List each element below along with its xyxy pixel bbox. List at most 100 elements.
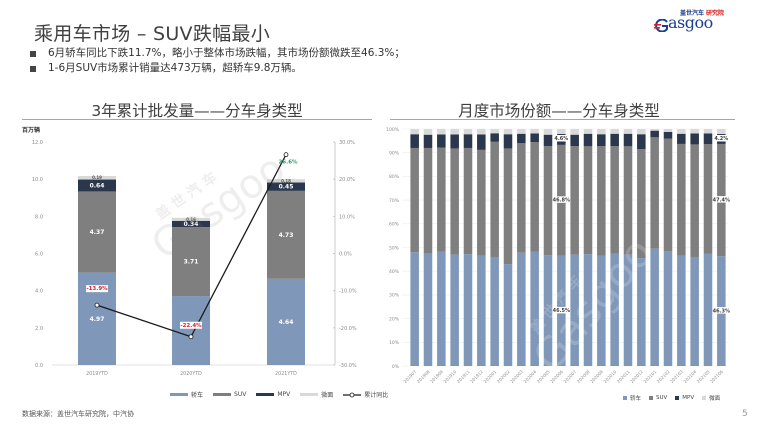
bar-segment-mpv: [490, 133, 499, 142]
bar-segment-crossover: [677, 129, 686, 134]
logo-institute-text: 研究院: [706, 10, 725, 17]
x-tick-label: 202010: [603, 369, 618, 384]
bar-segment-mpv: [437, 134, 446, 148]
bar-segment-suv: [583, 146, 593, 255]
bar-segment-mpv: [543, 134, 553, 147]
legend-item-crossover: 微面: [300, 390, 333, 399]
left-stacked-bar-chart: 0.0 2.0 4.0 6.0 8.0 10.0 12.0 -30.0% -20.0% -10.0…: [32, 140, 357, 377]
annotation-label-bg: [552, 196, 570, 203]
bar-segment-sedan: [503, 264, 513, 366]
logo-wordmark: asgoo: [668, 13, 713, 32]
secondary-y-tick-label: 0.0%: [339, 252, 352, 258]
bar-value-label: 4.64: [279, 319, 294, 326]
data-source-note: 数据来源：盖世汽车研究院，中汽协: [22, 410, 134, 418]
x-tick-label: 202011: [616, 369, 631, 384]
yoy-marker: [94, 302, 100, 308]
bar-segment-mpv: [597, 134, 606, 147]
x-tick-label: 202001: [483, 369, 498, 384]
y-tick-label: 70%: [389, 198, 400, 204]
annotation-label-bg: [552, 306, 570, 314]
bar-segment-sedan: [490, 256, 499, 366]
bar-segment-mpv: [570, 134, 579, 147]
bar-segment-suv: [597, 146, 606, 256]
y-tick-label: 40%: [389, 269, 400, 275]
bar-segment-suv: [463, 147, 473, 255]
bar-segment-suv: [172, 227, 210, 297]
x-tick-label: 201912: [469, 369, 484, 384]
right-chart-title: 月度市场份额——分车身类型: [458, 102, 660, 120]
bar-segment-crossover: [623, 129, 633, 134]
bar-segment-crossover: [557, 129, 566, 134]
x-tick-label: 202003: [509, 369, 524, 384]
legend-item-mpv: MPV: [256, 391, 290, 398]
bar-segment-crossover: [463, 129, 473, 135]
x-tick-label: 202004: [523, 369, 538, 384]
x-tick-label: 202104: [683, 369, 698, 384]
bar-segment-suv: [703, 144, 713, 254]
bar-segment-suv: [410, 147, 419, 253]
bar-value-label: 0.16: [186, 217, 196, 222]
bar-segment-suv: [650, 137, 659, 249]
x-tick-label: 201911: [456, 369, 471, 384]
bar-segment-sedan: [570, 254, 579, 366]
bar-segment-crossover: [423, 129, 433, 135]
bar-segment-mpv: [703, 133, 713, 145]
y-tick-label: 6.0: [35, 252, 43, 258]
bar-segment-crossover: [690, 129, 699, 134]
bar-segment-mpv: [677, 133, 686, 144]
page-title: 乘用车市场 – SUV跌幅最小: [34, 23, 271, 45]
bar-segment-mpv: [267, 182, 305, 191]
bar-value-label: 4.37: [90, 229, 105, 236]
y-tick-label: 20%: [389, 316, 400, 322]
bar-segment-crossover: [583, 129, 593, 134]
bar-segment-suv: [450, 148, 459, 255]
bar-segment-sedan: [650, 248, 659, 366]
bar-segment-sedan: [463, 254, 473, 366]
bar-segment-mpv: [477, 134, 486, 150]
bar-segment-sedan: [450, 254, 459, 366]
bar-segment-mpv: [610, 133, 619, 147]
logo-g-icon: [654, 17, 669, 33]
y-tick-label: 12.0: [32, 140, 43, 146]
bar-segment-sedan: [517, 252, 526, 366]
y-tick-label: 80%: [389, 174, 400, 180]
bar-segment-mpv: [423, 134, 433, 148]
legend-swatch-sedan: [170, 393, 188, 396]
bar-segment-sedan: [637, 258, 646, 366]
bar-value-label: 0.18: [281, 178, 291, 183]
y-tick-label: 100%: [386, 127, 400, 133]
bar-value-label: 0.19: [92, 175, 102, 180]
x-tick-label: 202106: [709, 369, 724, 384]
bar-segment-suv: [663, 138, 673, 252]
bar-segment-crossover: [570, 129, 579, 135]
bar-segment-suv: [610, 146, 619, 254]
secondary-y-tick-label: 20.0%: [339, 177, 355, 183]
bar-segment-sedan: [530, 251, 539, 366]
bar-value-label: 0.34: [184, 221, 199, 228]
bar-segment-sedan: [423, 253, 433, 366]
legend-label: SUV: [656, 395, 668, 401]
x-tick-label: 2021YTD: [275, 371, 297, 377]
bar-segment-mpv: [517, 133, 526, 144]
x-tick-label: 202009: [589, 369, 604, 384]
annotation-label: 46.3%: [713, 308, 730, 314]
bar-segment-mpv: [78, 179, 116, 192]
bar-value-label: 4.73: [279, 232, 294, 239]
legend-swatch-crossover: [702, 396, 707, 400]
logo-brand-text: 盖世汽车: [680, 10, 705, 17]
legend-label: 轿车: [630, 396, 642, 402]
secondary-y-tick-label: -20.0%: [339, 326, 357, 332]
bullet-item: 1-6月SUV市场累计销量达473万辆，超轿车9.8万辆。: [30, 61, 405, 76]
bar-segment-crossover: [410, 129, 419, 135]
legend-label: SUV: [234, 391, 247, 398]
bar-segment-suv: [570, 146, 579, 255]
yoy-label-bg: [180, 321, 202, 329]
bar-segment-crossover: [717, 129, 726, 134]
bar-segment-mpv: [623, 133, 633, 147]
bar-value-label: 0.45: [279, 184, 294, 191]
y-tick-label: 4.0: [35, 289, 43, 295]
bar-segment-mpv: [530, 133, 539, 143]
bar-segment-mpv: [172, 220, 210, 228]
bar-segment-sedan: [677, 255, 686, 366]
legend-label: MPV: [682, 395, 695, 401]
